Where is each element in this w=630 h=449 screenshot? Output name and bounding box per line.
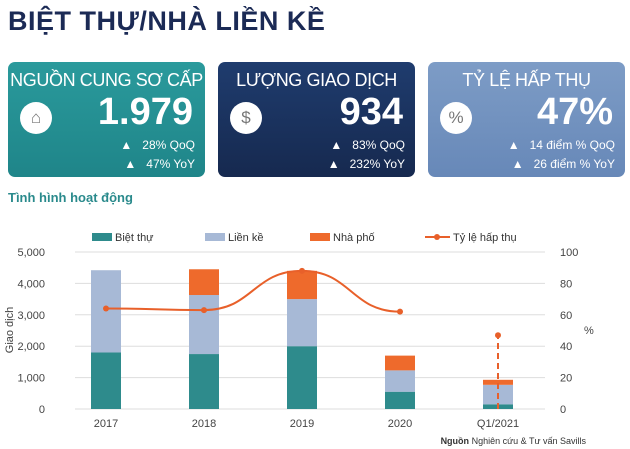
x-tick-label: 2017 — [94, 418, 118, 430]
bar-Liền kề — [189, 295, 219, 355]
source-note: Nguồn Nghiên cứu & Tư vấn Savills — [440, 436, 586, 446]
x-tick-label: 2019 — [290, 418, 314, 430]
legend-label: Biệt thự — [115, 232, 154, 244]
legend-label: Tỷ lệ hấp thụ — [453, 232, 517, 244]
card-value: 47% — [536, 91, 613, 133]
line-point — [495, 332, 501, 339]
y-tick-label: 1,000 — [17, 373, 45, 385]
bar-Biệt thự — [385, 391, 415, 409]
card-value: 934 — [339, 91, 403, 133]
section-title: Tình hình hoạt động — [8, 190, 133, 205]
y-axis-label: Giao dịch — [4, 307, 16, 353]
x-tick-label: 2018 — [192, 418, 216, 430]
yoy-change: ▲ 232% YoY — [327, 157, 405, 171]
supply-card: NGUỒN CUNG SƠ CẤP ⌂ 1.979 ▲ 28% QoQ ▲ 47… — [8, 62, 205, 177]
bar-Liền kề — [287, 299, 317, 347]
bar-Biệt thự — [287, 346, 317, 409]
y2-tick-label: 60 — [560, 310, 572, 322]
x-tick-label: Q1/2021 — [477, 418, 519, 430]
y-tick-label: 5,000 — [17, 247, 45, 259]
x-tick-label: 2020 — [388, 418, 412, 430]
legend-swatch — [310, 233, 330, 241]
transactions-card: LƯỢNG GIAO DỊCH $ 934 ▲ 83% QoQ ▲ 232% Y… — [218, 62, 415, 177]
stacked-bar-line-chart: 0 1,000 2,000 3,000 4,000 5,000 0 20 40 60 80 100 Gi… — [4, 232, 594, 430]
card-value: 1.979 — [97, 91, 193, 133]
card-title: TỶ LỆ HẤP THỤ — [462, 70, 591, 90]
house-icon: ⌂ — [20, 102, 52, 134]
line-point — [201, 307, 207, 314]
page-title: BIỆT THỰ/NHÀ LIỀN KỀ — [8, 6, 326, 36]
bar-Biệt thự — [91, 352, 121, 409]
y-tick-label: 3,000 — [17, 310, 45, 322]
qoq-change: ▲ 83% QoQ — [330, 138, 405, 152]
legend-swatch — [92, 233, 112, 241]
y2-tick-label: 0 — [560, 404, 566, 416]
line-point — [299, 267, 305, 274]
card-title: LƯỢNG GIAO DỊCH — [236, 70, 397, 90]
y2-tick-label: 80 — [560, 278, 572, 290]
y2-tick-label: 20 — [560, 373, 572, 385]
y-tick-label: 0 — [39, 404, 45, 416]
dollar-coin-icon: $ — [230, 102, 262, 134]
qoq-change: ▲ 14 điểm % QoQ — [507, 138, 615, 152]
absorption-card: TỶ LỆ HẤP THỤ % 47% ▲ 14 điểm % QoQ ▲ 26… — [428, 62, 625, 177]
y-tick-label: 4,000 — [17, 278, 45, 290]
line-point — [397, 308, 403, 315]
y-tick-label: 2,000 — [17, 341, 45, 353]
bar-Liền kề — [385, 370, 415, 392]
yoy-change: ▲ 47% YoY — [124, 157, 195, 171]
bar-Nhà phố — [189, 269, 219, 296]
y2-tick-label: 40 — [560, 341, 572, 353]
bar-Biệt thự — [189, 354, 219, 409]
line-absorption — [105, 269, 401, 313]
y2-tick-label: 100 — [560, 247, 578, 259]
legend-label: Nhà phố — [333, 232, 375, 244]
line-point — [103, 305, 109, 312]
bar-Nhà phố — [483, 379, 513, 385]
legend-label: Liền kề — [228, 232, 263, 244]
legend-swatch — [205, 233, 225, 241]
percent-icon: % — [440, 102, 472, 134]
card-title: NGUỒN CUNG SƠ CẤP — [10, 70, 203, 90]
legend-marker — [434, 234, 440, 240]
yoy-change: ▲ 26 điểm % YoY — [511, 157, 615, 171]
y2-axis-label: % — [584, 325, 594, 337]
bar-Nhà phố — [287, 270, 317, 300]
bar-Nhà phố — [385, 355, 415, 371]
qoq-change: ▲ 28% QoQ — [120, 138, 195, 152]
